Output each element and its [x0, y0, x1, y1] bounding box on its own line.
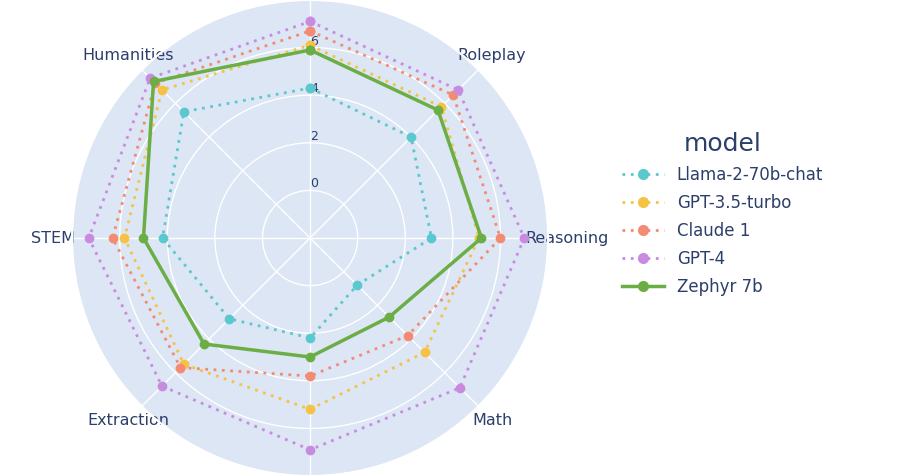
Legend: Llama-2-70b-chat, GPT-3.5-turbo, Claude 1, GPT-4, Zephyr 7b: Llama-2-70b-chat, GPT-3.5-turbo, Claude …	[613, 124, 831, 305]
